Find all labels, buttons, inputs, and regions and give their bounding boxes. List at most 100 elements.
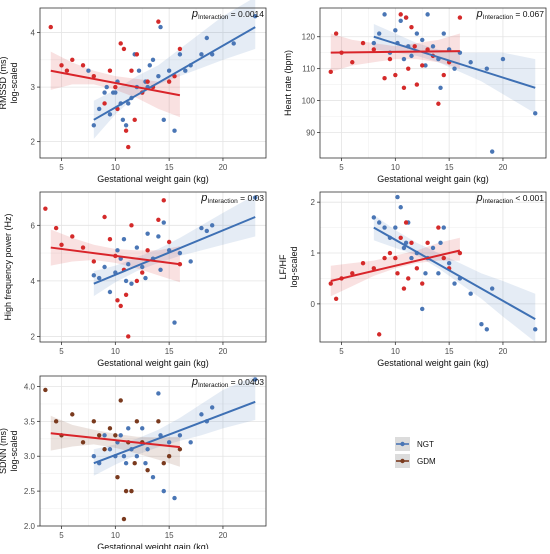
data-point-gdm bbox=[156, 419, 161, 424]
data-point-ngt bbox=[121, 237, 127, 242]
x-tick-label: 5 bbox=[339, 347, 344, 356]
data-point-ngt bbox=[166, 68, 172, 73]
x-tick-label: 5 bbox=[59, 163, 64, 172]
data-point-gdm bbox=[401, 286, 407, 291]
data-point-ngt bbox=[253, 13, 258, 19]
x-tick-label: 10 bbox=[111, 163, 120, 172]
regression-line-gdm bbox=[330, 50, 460, 54]
y-tick-label: 90 bbox=[306, 128, 315, 137]
p-interaction-annotation: pInteraction = 0.067 bbox=[476, 8, 545, 21]
data-point-ngt bbox=[140, 426, 145, 431]
data-point-ngt bbox=[158, 267, 163, 272]
y-tick-label: 2 bbox=[311, 198, 316, 207]
data-point-gdm bbox=[393, 72, 398, 78]
regression-line-gdm bbox=[50, 432, 181, 449]
data-point-ngt bbox=[172, 495, 177, 501]
data-point-gdm bbox=[436, 101, 441, 106]
panel-border bbox=[39, 7, 267, 159]
data-point-ngt bbox=[371, 40, 377, 46]
data-point-ngt bbox=[140, 264, 145, 270]
x-tick-label: 20 bbox=[218, 347, 227, 356]
data-point-ngt bbox=[86, 68, 91, 73]
y-tick-label: 120 bbox=[302, 33, 316, 42]
data-point-ngt bbox=[107, 289, 113, 295]
data-point-gdm bbox=[43, 206, 48, 211]
panel-3: 5 10 15 20 2 4 6 Gestational weight gain (kg) Hi… bbox=[3, 191, 267, 368]
data-point-ngt bbox=[172, 320, 177, 325]
p-interaction-annotation: pInteraction < 0.001 bbox=[476, 192, 545, 205]
y-tick-label: 110 bbox=[302, 65, 315, 74]
data-point-gdm bbox=[134, 52, 140, 57]
panel-border bbox=[39, 191, 267, 343]
y-axis-sublabel: log-scaled bbox=[9, 62, 19, 103]
data-point-ngt bbox=[156, 234, 161, 239]
data-point-ngt bbox=[382, 225, 387, 230]
data-point-ngt bbox=[199, 412, 204, 417]
data-point-gdm bbox=[102, 101, 107, 106]
data-point-gdm bbox=[328, 69, 333, 75]
data-point-ngt bbox=[446, 260, 452, 266]
data-point-gdm bbox=[398, 235, 403, 240]
data-point-ngt bbox=[172, 128, 177, 133]
data-point-gdm bbox=[420, 281, 425, 286]
data-point-gdm bbox=[376, 332, 382, 337]
data-point-gdm bbox=[121, 46, 127, 52]
x-tick-label: 20 bbox=[218, 163, 227, 172]
data-point-gdm bbox=[121, 516, 127, 522]
data-point-gdm bbox=[161, 461, 166, 466]
data-point-gdm bbox=[118, 398, 123, 403]
data-point-gdm bbox=[398, 12, 403, 17]
data-point-ngt bbox=[129, 281, 134, 286]
panel-border bbox=[39, 375, 267, 527]
data-point-ngt bbox=[136, 68, 142, 73]
data-point-ngt bbox=[376, 220, 382, 225]
p-symbol: p bbox=[191, 8, 198, 20]
data-point-ngt bbox=[500, 56, 506, 62]
data-point-ngt bbox=[401, 56, 407, 62]
data-point-ngt bbox=[423, 271, 428, 276]
data-point-gdm bbox=[333, 296, 339, 301]
data-point-ngt bbox=[166, 440, 172, 445]
y-tick-label: 2 bbox=[31, 138, 36, 147]
data-point-ngt bbox=[188, 259, 193, 264]
data-point-gdm bbox=[113, 84, 118, 90]
data-point-ngt bbox=[177, 433, 183, 438]
plot-background bbox=[320, 8, 546, 158]
data-point-gdm bbox=[123, 488, 129, 494]
data-point-gdm bbox=[156, 217, 161, 222]
confidence-band-ngt bbox=[93, 194, 256, 297]
data-point-ngt bbox=[145, 231, 150, 236]
data-point-gdm bbox=[409, 24, 414, 30]
y-tick-label: 1 bbox=[311, 249, 316, 258]
data-point-ngt bbox=[436, 271, 441, 276]
data-point-ngt bbox=[188, 440, 193, 445]
data-point-ngt bbox=[441, 31, 446, 36]
data-point-gdm bbox=[91, 73, 97, 79]
data-point-gdm bbox=[53, 225, 59, 231]
x-axis-label: Gestational weight gain (kg) bbox=[377, 358, 489, 368]
data-point-ngt bbox=[409, 255, 414, 261]
data-point-ngt bbox=[393, 28, 398, 33]
data-point-ngt bbox=[533, 327, 538, 332]
data-point-gdm bbox=[145, 467, 150, 473]
y-axis-label: High frequency power (Hz) bbox=[3, 213, 13, 320]
data-point-gdm bbox=[436, 225, 441, 230]
x-tick-label: 15 bbox=[445, 347, 454, 356]
data-point-gdm bbox=[371, 47, 377, 52]
data-point-gdm bbox=[406, 66, 411, 71]
data-point-ngt bbox=[96, 106, 102, 112]
data-point-gdm bbox=[406, 276, 411, 281]
data-point-gdm bbox=[80, 63, 86, 68]
data-point-ngt bbox=[414, 31, 420, 36]
data-point-gdm bbox=[457, 250, 463, 256]
legend-label-gdm: GDM bbox=[417, 457, 436, 466]
regression-line-gdm bbox=[50, 246, 181, 266]
p-value: = 0.0403 bbox=[228, 377, 264, 387]
data-point-gdm bbox=[457, 15, 463, 20]
x-tick-label: 10 bbox=[111, 531, 120, 540]
p-symbol: p bbox=[476, 8, 483, 20]
y-tick-label: 2.5 bbox=[24, 487, 36, 496]
data-point-ngt bbox=[484, 66, 490, 71]
data-point-ngt bbox=[102, 90, 107, 95]
